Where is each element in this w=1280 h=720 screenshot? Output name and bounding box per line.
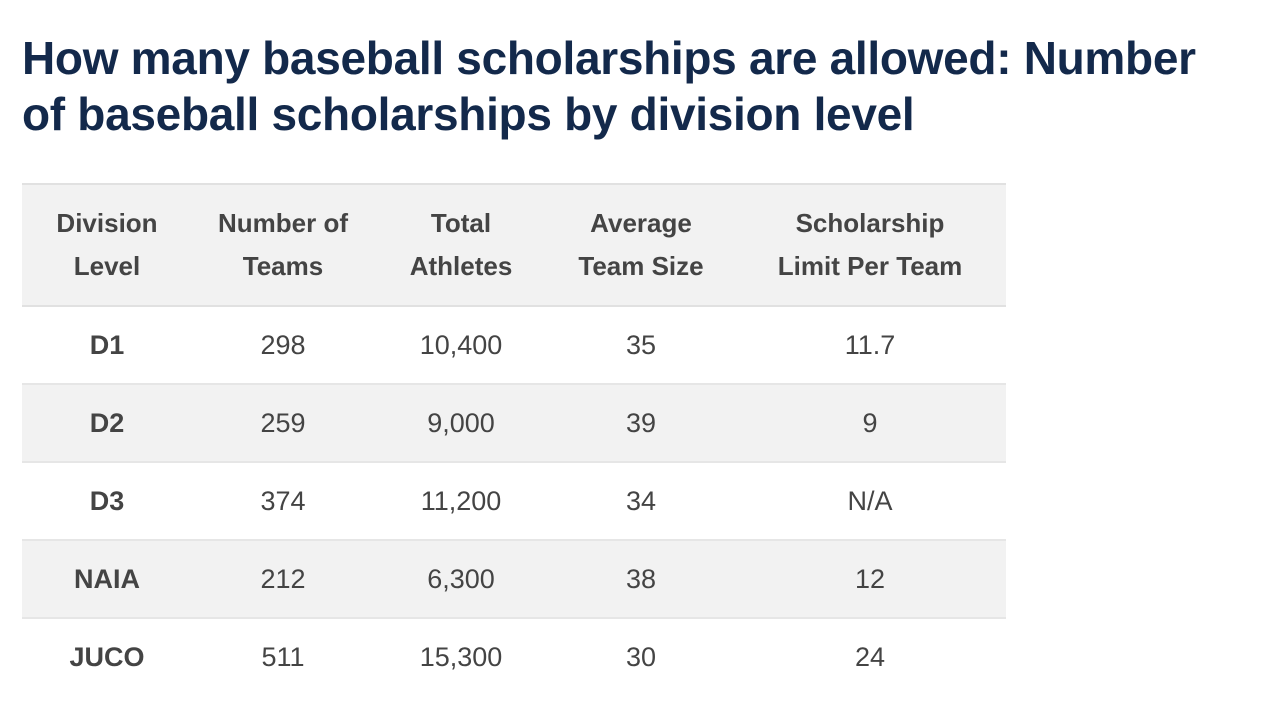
cell-average-team-size: 35 [625, 329, 657, 360]
header-division-level: Division Level [56, 208, 158, 281]
cell-scholarship-limit: 9 [862, 407, 878, 438]
cell-average-team-size: 30 [625, 642, 657, 672]
header-average-team-size: Average Team Size [578, 208, 704, 281]
cell-total-athletes: 9,000 [427, 407, 495, 438]
table-row: NAIA 212 6,300 38 12 [22, 540, 1006, 618]
cell-number-of-teams: 212 [260, 563, 306, 594]
cell-scholarship-limit: N/A [847, 485, 893, 516]
cell-scholarship-limit: 24 [854, 642, 886, 672]
table-header-row: Division Level Number of Teams Total Athlet… [22, 184, 1006, 306]
header-scholarship-limit: Scholarship Limit Per Team [777, 208, 963, 281]
table-row: D1 298 10,400 35 11.7 [22, 306, 1006, 384]
cell-total-athletes: 6,300 [427, 563, 495, 594]
table-row: JUCO 511 15,300 30 24 [22, 618, 1006, 696]
cell-division: JUCO [69, 642, 145, 672]
table-row: D3 374 11,200 34 N/A [22, 462, 1006, 540]
scholarship-table-container: Division Level Number of Teams Total Athlet… [22, 183, 1006, 696]
cell-number-of-teams: 511 [261, 642, 305, 672]
cell-number-of-teams: 298 [260, 329, 306, 360]
cell-division: D1 [89, 329, 125, 360]
cell-total-athletes: 10,400 [419, 329, 503, 360]
header-number-of-teams: Number of Teams [218, 208, 348, 281]
cell-number-of-teams: 374 [260, 485, 306, 516]
cell-division: D2 [89, 407, 125, 438]
cell-division: D3 [89, 485, 125, 516]
cell-average-team-size: 38 [625, 563, 657, 594]
cell-number-of-teams: 259 [260, 407, 306, 438]
header-total-athletes: Total Athletes [409, 208, 513, 281]
scholarship-table: Division Level Number of Teams Total Athlet… [22, 183, 1006, 696]
cell-scholarship-limit: 11.7 [844, 329, 896, 360]
cell-average-team-size: 34 [625, 485, 657, 516]
cell-average-team-size: 39 [625, 407, 657, 438]
page-title: How many baseball scholarships are allow… [22, 32, 1196, 140]
cell-division: NAIA [74, 563, 140, 594]
cell-total-athletes: 11,200 [420, 485, 502, 516]
table-row: D2 259 9,000 39 9 [22, 384, 1006, 462]
cell-scholarship-limit: 12 [854, 563, 886, 594]
cell-total-athletes: 15,300 [419, 642, 503, 672]
